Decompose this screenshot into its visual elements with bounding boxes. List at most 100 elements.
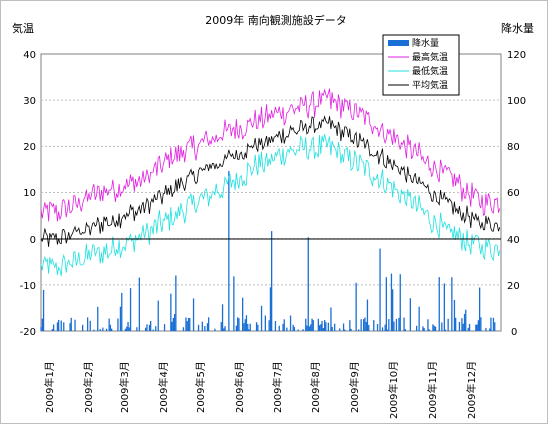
precip-bar [423, 328, 425, 331]
precip-bar [455, 317, 457, 331]
y-left-ticks: 40 30 20 10 0 -10 -20 [20, 50, 36, 338]
precip-bar [384, 324, 386, 331]
precip-bar [344, 329, 346, 331]
precip-bar [432, 324, 434, 331]
precip-bar [494, 322, 496, 331]
precip-bar [102, 327, 104, 331]
legend: 降水量 最高気温 最低気温 平均気温 [382, 34, 460, 96]
precip-bar [163, 324, 166, 331]
precip-bar [60, 320, 62, 331]
precip-bar [409, 298, 411, 331]
precip-bar [476, 324, 478, 331]
precip-bar [331, 326, 333, 331]
precip-bar [349, 320, 351, 331]
precip-bar [355, 282, 357, 331]
precip-bar [208, 317, 210, 331]
y-right-tick: 80 [507, 142, 520, 153]
precip-bar [238, 318, 240, 331]
precip-bar [63, 322, 65, 331]
precip-bar [121, 292, 123, 331]
precip-bar [365, 321, 367, 331]
precip-bar [145, 327, 147, 331]
precip-bar [297, 329, 299, 331]
precip-bar [150, 321, 152, 331]
precip-bar [447, 318, 449, 331]
precip-bar [108, 318, 110, 331]
precip-bar [339, 328, 341, 331]
precip-bar [237, 317, 239, 331]
precip-bar [117, 318, 119, 331]
precip-bar [327, 322, 329, 331]
precip-bar [376, 324, 379, 331]
precip-bar [187, 318, 190, 331]
y-left-tick: -10 [20, 281, 36, 292]
precip-bar [74, 319, 76, 331]
precip-bar [69, 323, 71, 331]
precip-bar [111, 328, 113, 331]
precip-bar [321, 320, 323, 331]
precip-bar [41, 318, 43, 331]
precip-bar [293, 326, 295, 331]
precip-bar [320, 324, 322, 331]
precip-bar [56, 322, 59, 331]
precip-bar [468, 323, 471, 331]
chart-title: 2009年 南向観測施設データ [205, 13, 347, 27]
precip-bar [89, 320, 91, 331]
precip-bar [390, 273, 393, 331]
precip-bar [465, 309, 467, 331]
precip-bar [305, 318, 307, 331]
precip-bar [434, 326, 437, 331]
precip-bar [379, 248, 381, 331]
precip-bar [393, 321, 395, 331]
precip-bar [97, 306, 99, 331]
precip-bar [175, 275, 177, 331]
precip-bar [387, 329, 389, 331]
max-temp-line [40, 88, 501, 222]
x-tick-label: 2009年9月 [348, 361, 361, 413]
precip-bar [381, 327, 384, 331]
precip-bar [292, 324, 294, 331]
precip-bar [282, 323, 284, 331]
precip-bar [350, 328, 352, 331]
precip-bar [224, 326, 226, 331]
precip-bar [51, 329, 53, 331]
precip-bar [368, 324, 370, 331]
precip-bar [463, 313, 466, 331]
precip-bar [128, 327, 130, 331]
precip-bar [311, 318, 313, 331]
precip-bar [126, 326, 128, 331]
y-right-tick: 0 [511, 327, 517, 338]
y-left-tick: -20 [20, 327, 36, 338]
precip-bar [479, 287, 481, 331]
precip-bar [185, 317, 187, 331]
precip-bar [428, 329, 430, 331]
y-right-ticks: 120 100 80 60 40 20 0 [507, 50, 526, 338]
precip-bar [322, 328, 324, 331]
x-tick-label: 2009年3月 [118, 361, 131, 413]
precip-bar [444, 329, 447, 331]
precip-bar [129, 288, 132, 331]
min-temp-line [40, 134, 501, 277]
y-left-tick: 40 [23, 50, 36, 61]
precip-bars [40, 171, 496, 331]
precip-bar [422, 326, 424, 331]
precip-bar [438, 277, 440, 331]
precip-bar [146, 324, 148, 331]
precip-bar [255, 322, 258, 331]
precip-bar [467, 327, 469, 331]
precip-bar [109, 324, 111, 331]
precip-bar [42, 289, 45, 331]
precip-bar [93, 329, 95, 331]
precip-bar [492, 317, 495, 331]
y-left-tick: 0 [30, 235, 36, 246]
precip-bar [286, 327, 288, 331]
x-tick-label: 2009年2月 [82, 361, 95, 413]
precip-bar [334, 323, 336, 331]
precip-bar [152, 329, 154, 331]
x-tick-label: 2009年10月 [387, 361, 400, 419]
precip-bar [366, 299, 369, 331]
precip-bar [247, 324, 249, 331]
precip-bar [325, 322, 327, 331]
